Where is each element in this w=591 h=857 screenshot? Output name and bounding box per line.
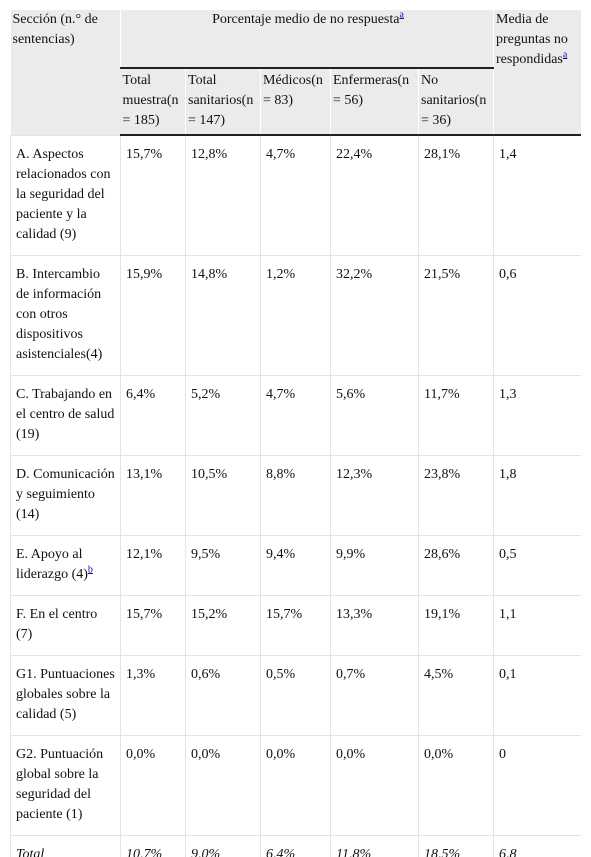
section-name: G2. Puntuación global sobre la seguridad… bbox=[16, 746, 104, 822]
section-cell: E. Apoyo al liderazgo (4)b bbox=[10, 534, 121, 596]
table: Sección (n.° de sentencias) Porcentaje m… bbox=[10, 10, 581, 857]
value-cell: 28,6% bbox=[418, 534, 494, 596]
value-cell: 0,6 bbox=[493, 254, 581, 376]
column-header: Médicos(n = 83) bbox=[260, 68, 331, 136]
value-cell: 4,7% bbox=[260, 374, 331, 456]
row: E. Apoyo al liderazgo (4)b 12,1% 9,5% 9,4% 9… bbox=[10, 534, 581, 596]
section-cell: G1. Puntuaciones globales sobre la calid… bbox=[10, 654, 121, 736]
value-cell: 5,2% bbox=[185, 374, 261, 456]
value-cell: 4,5% bbox=[418, 654, 494, 736]
value-cell: 1,1 bbox=[493, 594, 581, 656]
value-cell: 0,7% bbox=[330, 654, 419, 736]
section-cell: A. Aspectos relacionados con la segurida… bbox=[10, 134, 121, 256]
footnote-link[interactable]: a bbox=[399, 10, 404, 21]
value-cell: 9,5% bbox=[185, 534, 261, 596]
section-name: B. Intercambio de información con otros … bbox=[16, 266, 103, 362]
value-cell: 0,1 bbox=[493, 654, 581, 736]
value-cell: 0 bbox=[493, 734, 581, 836]
column-header: No sanitarios(n = 36) bbox=[418, 68, 494, 136]
value-cell: 12,1% bbox=[120, 534, 186, 596]
value-cell: 0,5% bbox=[260, 654, 331, 736]
section-name: D. Comunicación y seguimiento (14) bbox=[16, 466, 115, 522]
value-cell: 18,5% bbox=[418, 834, 494, 857]
value-cell: 22,4% bbox=[330, 134, 419, 256]
section-name: F. En el centro (7) bbox=[16, 606, 98, 642]
value-cell: 0,6% bbox=[185, 654, 261, 736]
value-cell: 1,3 bbox=[493, 374, 581, 456]
value-cell: 0,5 bbox=[493, 534, 581, 596]
row: Total 10,7% 9,0% 6,4% 11,8% 18,5% 6,8 bbox=[10, 834, 581, 857]
row: G2. Puntuación global sobre la seguridad… bbox=[10, 734, 581, 836]
value-cell: 9,0% bbox=[185, 834, 261, 857]
footnote-link[interactable]: a bbox=[562, 49, 568, 61]
group-title: Porcentaje medio de no respuesta bbox=[212, 12, 400, 27]
value-cell: 15,7% bbox=[120, 594, 186, 656]
section-cell: Total bbox=[10, 834, 121, 857]
footnote-link[interactable]: b bbox=[87, 563, 93, 575]
section-name: E. Apoyo al liderazgo (4) bbox=[16, 546, 88, 582]
section-cell: B. Intercambio de información con otros … bbox=[10, 254, 121, 376]
section-cell: F. En el centro (7) bbox=[10, 594, 121, 656]
column-header: Total muestra(n = 185) bbox=[120, 68, 186, 136]
value-cell: 6,4% bbox=[260, 834, 331, 857]
value-cell: 23,8% bbox=[418, 454, 494, 536]
row: D. Comunicación y seguimiento (14) 13,1% 1… bbox=[10, 454, 581, 536]
value-cell: 9,4% bbox=[260, 534, 331, 596]
value-cell: 8,8% bbox=[260, 454, 331, 536]
section-name: C. Trabajando en el centro de salud (19) bbox=[16, 386, 115, 442]
value-cell: 10,7% bbox=[120, 834, 186, 857]
row: G1. Puntuaciones globales sobre la calid… bbox=[10, 654, 581, 736]
value-cell: 15,9% bbox=[120, 254, 186, 376]
value-cell: 6,4% bbox=[120, 374, 186, 456]
section-cell: C. Trabajando en el centro de salud (19) bbox=[10, 374, 121, 456]
footnote: b bbox=[88, 564, 93, 575]
value-cell: 0,0% bbox=[418, 734, 494, 836]
section-name: Total bbox=[16, 846, 45, 857]
mean-header: Media de preguntas no respondidasa bbox=[493, 10, 581, 136]
value-cell: 11,8% bbox=[330, 834, 419, 857]
row: F. En el centro (7) 15,7% 15,2% 15,7% 13,3% 1… bbox=[10, 594, 581, 656]
value-cell: 1,4 bbox=[493, 134, 581, 256]
table-container: Sección (n.° de sentencias) Porcentaje m… bbox=[10, 10, 581, 857]
value-cell: 0,0% bbox=[260, 734, 331, 836]
value-cell: 13,1% bbox=[120, 454, 186, 536]
section-header: Sección (n.° de sentencias) bbox=[10, 10, 121, 135]
section-name: A. Aspectos relacionados con la segurida… bbox=[16, 146, 111, 242]
column-header: Enfermeras(n = 56) bbox=[330, 68, 419, 136]
value-cell: 12,3% bbox=[330, 454, 419, 536]
value-cell: 12,8% bbox=[185, 134, 261, 256]
row: C. Trabajando en el centro de salud (19)… bbox=[10, 374, 581, 456]
value-cell: 11,7% bbox=[418, 374, 494, 456]
value-cell: 19,1% bbox=[418, 594, 494, 656]
mean-title: Media de preguntas no respondidas bbox=[496, 12, 568, 67]
value-cell: 0,0% bbox=[120, 734, 186, 836]
value-cell: 13,3% bbox=[330, 594, 419, 656]
value-cell: 15,7% bbox=[260, 594, 331, 656]
value-cell: 14,8% bbox=[185, 254, 261, 376]
value-cell: 1,2% bbox=[260, 254, 331, 376]
value-cell: 4,7% bbox=[260, 134, 331, 256]
group-header: Porcentaje medio de no respuestaa bbox=[120, 10, 494, 69]
row: B. Intercambio de información con otros … bbox=[10, 254, 581, 376]
section-cell: D. Comunicación y seguimiento (14) bbox=[10, 454, 121, 536]
value-cell: 32,2% bbox=[330, 254, 419, 376]
value-cell: 6,8 bbox=[493, 834, 581, 857]
row: A. Aspectos relacionados con la segurida… bbox=[10, 134, 581, 256]
value-cell: 21,5% bbox=[418, 254, 494, 376]
value-cell: 0,0% bbox=[185, 734, 261, 836]
value-cell: 15,7% bbox=[120, 134, 186, 256]
value-cell: 1,8 bbox=[493, 454, 581, 536]
section-name: G1. Puntuaciones globales sobre la calid… bbox=[16, 666, 115, 722]
section-cell: G2. Puntuación global sobre la seguridad… bbox=[10, 734, 121, 836]
value-cell: 9,9% bbox=[330, 534, 419, 596]
value-cell: 5,6% bbox=[330, 374, 419, 456]
value-cell: 10,5% bbox=[185, 454, 261, 536]
value-cell: 1,3% bbox=[120, 654, 186, 736]
column-header: Total sanitarios(n = 147) bbox=[185, 68, 261, 136]
value-cell: 15,2% bbox=[185, 594, 261, 656]
value-cell: 28,1% bbox=[418, 134, 494, 256]
value-cell: 0,0% bbox=[330, 734, 419, 836]
